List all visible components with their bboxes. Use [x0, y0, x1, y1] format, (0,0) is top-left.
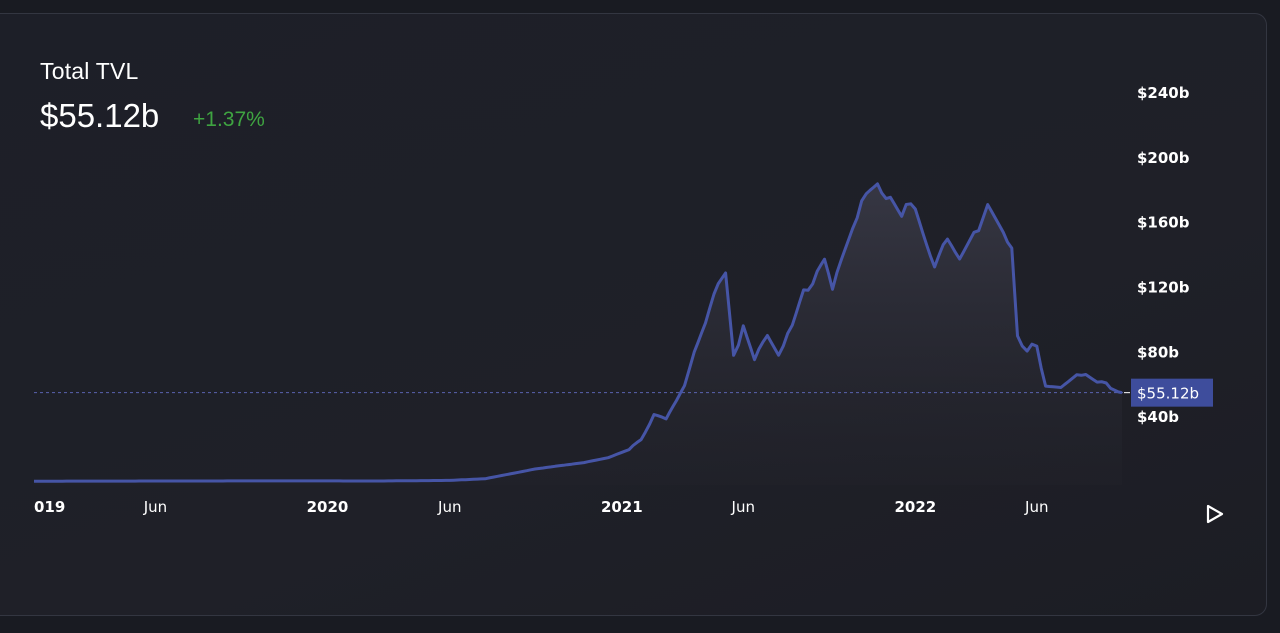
x-tick-label: Jun [143, 498, 167, 516]
y-tick-label: $160b [1137, 214, 1190, 232]
x-tick-label: 2020 [307, 498, 349, 516]
x-tick-label: 2022 [894, 498, 936, 516]
x-tick-label: Jun [437, 498, 461, 516]
y-tick-label: $240b [1137, 84, 1190, 102]
play-icon[interactable] [1204, 502, 1226, 526]
tvl-change-badge: +1.37% [193, 108, 265, 131]
y-tick-label: $200b [1137, 149, 1190, 167]
x-tick-label: 019 [34, 498, 65, 516]
current-price-label: $55.12b [1137, 385, 1199, 403]
x-tick-label: Jun [1024, 498, 1048, 516]
tvl-card [0, 13, 1267, 616]
chart-title: Total TVL [40, 58, 139, 84]
x-tick-label: Jun [731, 498, 755, 516]
tvl-value: $55.12b [40, 97, 160, 134]
y-tick-label: $80b [1137, 343, 1179, 361]
tvl-series-line [34, 182, 1123, 483]
y-tick-label: $120b [1137, 279, 1190, 297]
tvl-area-fill [34, 183, 1122, 485]
y-tick-label: $40b [1137, 408, 1179, 426]
price-tag-background [1131, 378, 1213, 407]
x-tick-label: 2021 [601, 498, 643, 516]
